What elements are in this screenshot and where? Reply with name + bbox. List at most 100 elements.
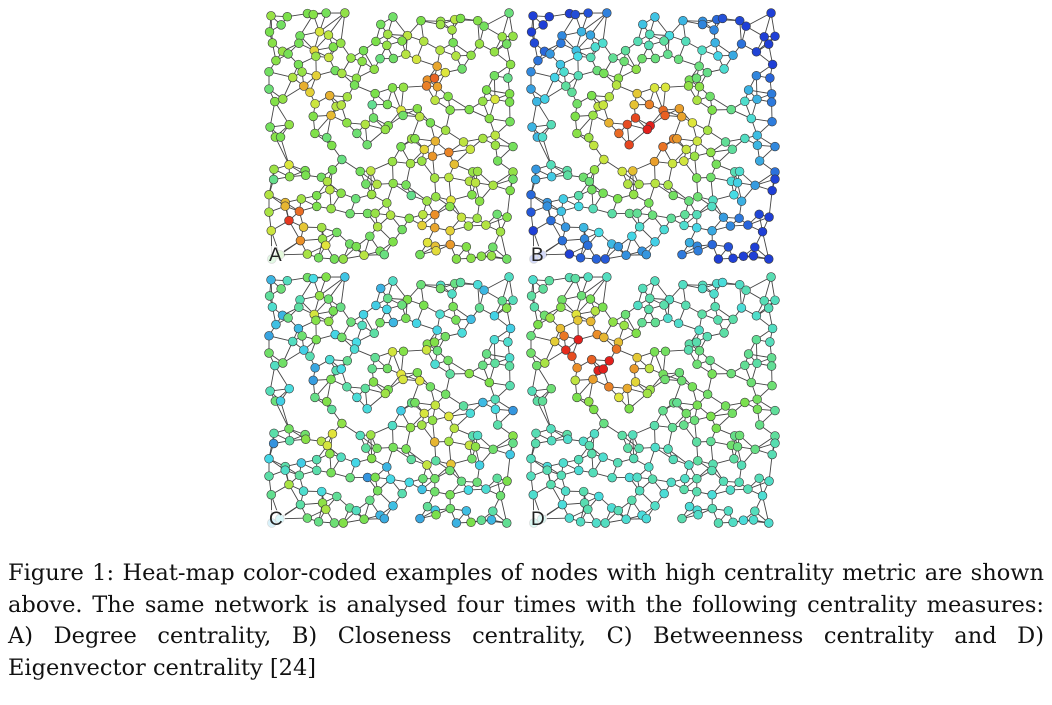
network-node [488,444,498,455]
network-edge [340,12,346,44]
network-node [666,477,676,488]
network-node [608,53,618,63]
network-node [559,67,569,77]
network-node [385,474,396,484]
network-node [526,67,536,77]
network-node [711,159,721,170]
network-node [325,449,335,459]
network-node [429,437,440,447]
network-node [457,328,467,338]
network-node [422,501,433,512]
network-node [269,428,279,438]
network-node [472,477,482,487]
network-node [752,130,762,141]
network-node [310,392,320,403]
network-node [585,294,596,304]
network-node [284,172,295,182]
panel-b-closeness-centrality: B [526,8,780,266]
network-node [490,130,500,141]
network-node [366,430,376,440]
network-edge [340,276,346,308]
network-node [322,176,333,187]
network-node [299,345,309,355]
network-node [681,408,691,419]
network-node [645,29,655,40]
network-node [422,460,432,470]
network-node [679,220,689,231]
network-node [294,470,305,481]
network-node [385,210,396,220]
network-node [427,151,438,161]
network-node [765,73,775,83]
network-node [336,452,346,462]
network-node [472,213,482,223]
network-node [280,201,290,211]
network-node [445,201,455,212]
network-node [371,36,381,47]
network-node [693,456,703,466]
network-node [416,15,426,26]
network-node [741,285,751,295]
network-node [316,222,327,233]
network-edge [280,400,290,429]
network-node [445,239,455,250]
network-node [470,441,481,452]
network-node [697,19,708,30]
network-node [647,210,658,220]
network-node [564,513,575,523]
network-node [546,215,556,226]
network-node [650,442,660,453]
network-node [284,479,294,490]
network-node [495,491,506,501]
network-node [763,303,774,313]
network-node [417,420,427,430]
network-node [321,504,331,515]
network-node [505,116,515,127]
network-node [488,242,498,252]
network-node [267,38,278,48]
network-node [710,302,720,312]
network-node [336,188,346,198]
network-node [305,87,315,97]
network-node [294,206,305,217]
network-node [752,358,762,369]
network-node [505,323,516,334]
network-node [435,45,445,55]
network-node [387,420,398,431]
network-node [697,45,707,55]
network-node [397,300,407,310]
network-node [728,50,738,61]
network-node [508,31,518,41]
network-node [728,253,738,264]
network-node [299,81,309,91]
network-node [692,95,702,105]
network-node [505,449,515,460]
network-node [764,212,774,222]
network-node [342,118,352,128]
network-node [418,473,428,484]
network-node [642,124,653,135]
network-node [678,15,688,26]
network-node [486,515,497,525]
network-node [734,477,744,487]
network-node [684,460,694,470]
network-node [702,125,713,136]
network-node [527,122,537,132]
network-node [375,317,385,328]
network-node [526,348,536,358]
network-node [687,382,698,392]
network-node [360,119,370,130]
network-node [338,518,348,528]
network-node [707,239,717,250]
network-node [387,83,398,93]
network-node [314,291,325,301]
network-node [538,284,548,294]
network-node [766,353,777,363]
network-node [694,346,705,356]
network-node [447,289,457,299]
network-node [366,166,376,176]
network-node [649,156,660,167]
network-node [692,487,702,497]
network-node [627,495,637,505]
network-node [588,110,598,121]
